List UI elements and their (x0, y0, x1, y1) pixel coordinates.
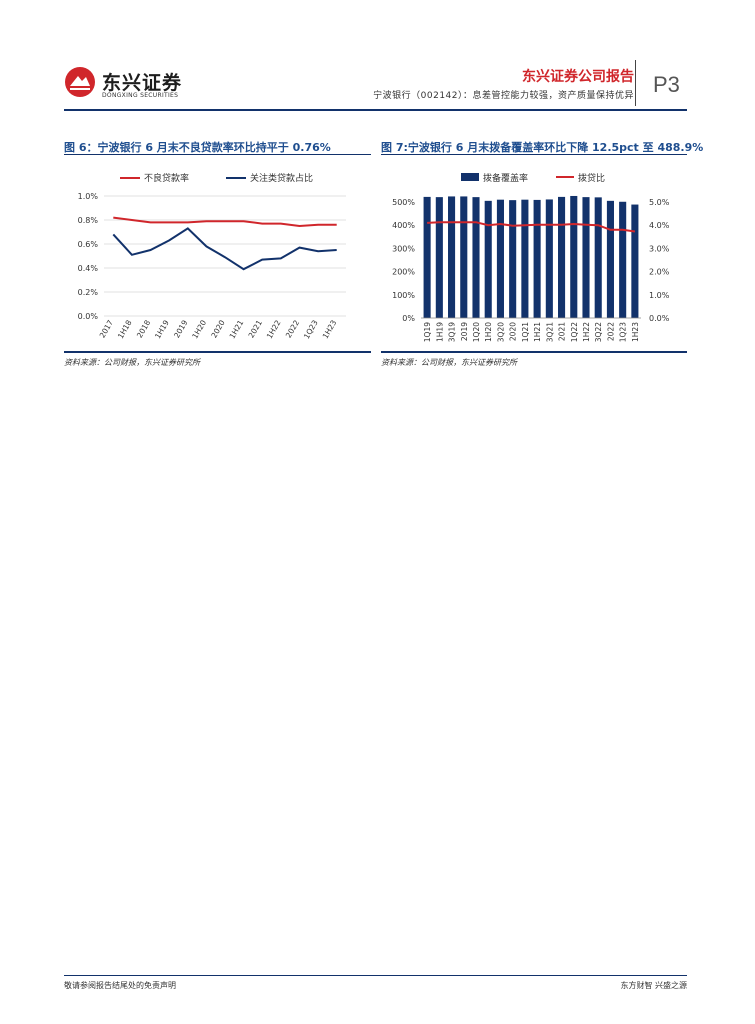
x-tick-label: 3Q21 (545, 322, 554, 342)
coverage-bar (570, 195, 578, 318)
x-tick-label: 2017 (98, 318, 115, 339)
coverage-bar (619, 201, 627, 318)
x-tick-label: 1Q20 (472, 322, 481, 342)
coverage-bar (423, 196, 431, 318)
x-tick-label: 1H18 (116, 318, 134, 340)
footer-rule (64, 975, 687, 976)
special-mention-line (112, 227, 337, 271)
x-tick-label: 1H22 (265, 318, 283, 340)
logo-text-cn: 东兴证券 (102, 72, 183, 94)
x-tick-label: 3Q19 (448, 322, 457, 342)
npl-ratio-line (113, 216, 337, 228)
x-tick-label: 2022 (284, 318, 301, 339)
logo-icon (65, 67, 95, 97)
header-divider (635, 60, 636, 106)
y-left-tick-label: 500% (392, 198, 415, 207)
y-right-tick-label: 0.0% (649, 314, 670, 323)
figure-6-bottom-rule (64, 351, 371, 353)
x-tick-label: 2018 (135, 318, 152, 339)
x-tick-label: 2021 (247, 318, 264, 339)
footer-disclaimer: 敬请参阅报告结尾处的免责声明 (64, 981, 176, 990)
x-tick-label: 2020 (209, 318, 226, 339)
header-rule (64, 109, 687, 111)
x-tick-label: 1H20 (484, 322, 493, 342)
report-brand: 东兴证券公司报告 (522, 69, 634, 85)
logo-text-en: DONGXING SECURITIES (102, 92, 179, 99)
y-left-tick-label: 100% (392, 291, 415, 300)
coverage-bar (509, 200, 517, 318)
y-left-tick-label: 0% (402, 314, 415, 323)
y-right-tick-label: 2.0% (649, 268, 670, 277)
x-tick-label: 1H22 (582, 322, 591, 342)
y-tick-label: 0.2% (78, 288, 99, 297)
figure-6-title: 图 6：宁波银行 6 月末不良贷款率环比持平于 0.76% (64, 141, 331, 154)
report-subtitle: 宁波银行（002142）：息差管控能力较强，资产质量保持优异 (373, 91, 634, 101)
page-number: P3 (653, 72, 680, 97)
legend-label: 关注类贷款占比 (250, 172, 313, 184)
legend-label: 拨贷比 (578, 172, 605, 184)
x-tick-label: 1Q22 (570, 322, 579, 342)
x-tick-label: 1Q21 (521, 322, 530, 342)
figure-7-top-rule (381, 154, 687, 155)
x-tick-label: 3Q20 (496, 322, 505, 342)
x-tick-label: 1H23 (631, 322, 640, 342)
y-tick-label: 1.0% (78, 192, 99, 201)
coverage-bar (460, 196, 468, 318)
coverage-bar (558, 196, 566, 318)
y-tick-label: 0.8% (78, 216, 99, 225)
provision-ratio-line (427, 221, 636, 233)
x-tick-label: 3Q22 (594, 322, 603, 342)
coverage-bar (545, 199, 553, 318)
x-tick-label: 1H19 (435, 322, 444, 342)
company-logo: 东兴证券 DONGXING SECURITIES (64, 62, 204, 106)
x-tick-label: 2022 (606, 322, 615, 341)
npl-ratio-chart: 0.0% 0.2% 0.4% 0.6% 0.8% 1.0% 2017 1H18 2018 1H19… (78, 172, 346, 341)
x-tick-label: 1Q23 (302, 318, 320, 340)
y-tick-label: 0.6% (78, 240, 99, 249)
x-tick-label: 2020 (509, 322, 518, 341)
coverage-bar (484, 200, 492, 318)
figure-7-source: 资料来源：公司财报，东兴证券研究所 (381, 358, 517, 367)
coverage-bar (448, 196, 456, 318)
legend-swatch (461, 173, 479, 181)
x-tick-label: 2019 (172, 318, 189, 339)
x-tick-label: 1H21 (228, 318, 246, 340)
figure-6-top-rule (64, 154, 371, 155)
coverage-bar (472, 197, 480, 318)
provision-coverage-chart: 0% 100% 200% 300% 400% 500% 0.0% 1.0% 2.0% 3.0% 4.… (392, 172, 670, 342)
x-tick-label: 1H20 (190, 318, 208, 340)
footer-slogan: 东方财智 兴盛之源 (620, 981, 687, 990)
coverage-bar (521, 199, 529, 318)
coverage-bar (496, 199, 504, 318)
y-tick-label: 0.4% (78, 264, 99, 273)
figure-7-title: 图 7:宁波银行 6 月末拨备覆盖率环比下降 12.5pct 至 488.9% (381, 141, 704, 154)
legend-label: 拨备覆盖率 (483, 172, 528, 184)
y-right-tick-label: 4.0% (649, 221, 670, 230)
y-right-tick-label: 1.0% (649, 291, 670, 300)
figure-6-source: 资料来源：公司财报，东兴证券研究所 (64, 358, 200, 367)
coverage-bar (606, 200, 614, 318)
y-left-tick-label: 400% (392, 221, 415, 230)
y-left-tick-label: 200% (392, 268, 415, 277)
coverage-bar (582, 197, 590, 318)
y-right-tick-label: 3.0% (649, 244, 670, 253)
legend-label: 不良贷款率 (144, 172, 189, 184)
y-right-tick-label: 5.0% (649, 198, 670, 207)
x-tick-label: 1Q23 (619, 322, 628, 342)
coverage-bar (631, 204, 639, 318)
y-tick-label: 0.0% (78, 312, 99, 321)
x-tick-label: 1H23 (321, 318, 339, 340)
figure-7-bottom-rule (381, 351, 687, 353)
x-tick-label: 2019 (460, 322, 469, 341)
x-tick-label: 1H21 (533, 322, 542, 342)
x-tick-label: 1H19 (153, 318, 171, 340)
coverage-bar (435, 197, 443, 318)
x-tick-label: 2021 (558, 322, 567, 341)
x-tick-label: 1Q19 (423, 322, 432, 342)
coverage-bar (533, 199, 541, 318)
coverage-bar (594, 197, 602, 318)
y-left-tick-label: 300% (392, 244, 415, 253)
